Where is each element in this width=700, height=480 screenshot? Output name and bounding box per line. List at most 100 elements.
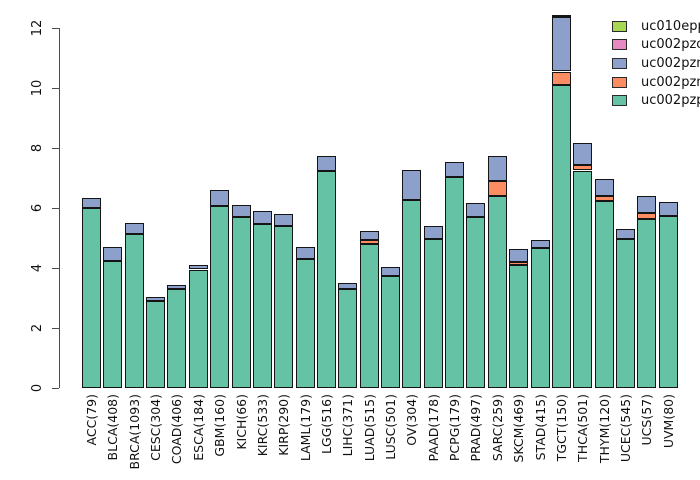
bar-segment-uc002pzm [509, 262, 529, 266]
bar-segment-uc002pzp [402, 200, 422, 388]
bar-segment-uc002pzn [167, 285, 187, 289]
bar-segment-uc002pzp [509, 265, 529, 388]
bar-segment-uc002pzp [167, 289, 187, 388]
x-axis-category-label: LUAD(515) [361, 394, 377, 462]
bar-segment-uc002pzn [146, 296, 166, 301]
x-axis-category-label: TGCT(150) [553, 394, 569, 462]
bar-segment-uc002pzp [445, 176, 465, 388]
x-axis-category-label: SKCM(469) [511, 394, 527, 463]
bar-segment-uc002pzp [637, 218, 657, 388]
x-axis-category-label: KICH(66) [233, 394, 249, 450]
bar-segment-uc002pzn [124, 223, 144, 235]
x-axis-category-label: STAD(415) [532, 394, 548, 461]
bar-segment-uc002pzp [530, 247, 550, 388]
bar-segment-uc002pzn [338, 283, 358, 289]
y-axis-line [59, 28, 60, 388]
legend-label: uc002pzo [641, 37, 700, 53]
y-axis-tick [52, 88, 59, 89]
bar-segment-uc002pzp [551, 85, 571, 388]
bar-segment-uc002pzn [402, 169, 422, 201]
x-axis-category-label: UCEC(545) [618, 394, 633, 463]
legend-item: uc002pzn [612, 54, 700, 73]
bar-segment-uc010epp [551, 14, 571, 17]
y-axis-tick [52, 328, 59, 329]
bar-segment-uc002pzm [594, 195, 614, 202]
bar-segment-uc002pzp [616, 238, 635, 388]
bar-segment-uc002pzp [316, 170, 336, 388]
bar-segment-uc002pzn [445, 161, 465, 177]
x-axis-category-label: CESC(304) [148, 394, 164, 461]
y-axis-tick [52, 28, 59, 29]
x-axis-category-label: OV(304) [404, 394, 420, 446]
y-axis-tick-label: 12 [30, 19, 45, 37]
legend-item: uc002pzp [612, 91, 700, 110]
legend-label: uc010epp [641, 18, 700, 34]
x-axis-category-label: KIRP(290) [276, 394, 292, 456]
bar-segment-uc002pzp [466, 217, 486, 388]
bar-segment-uc002pzp [594, 201, 614, 388]
x-axis-category-label: KIRC(533) [254, 394, 270, 457]
bar-segment-uc002pzp [103, 261, 123, 388]
x-axis-category-label: LAML(179) [297, 394, 313, 462]
bar-segment-uc002pzn [487, 155, 507, 182]
bar-segment-uc002pzp [231, 217, 251, 388]
bar-segment-uc002pzp [573, 170, 593, 388]
bar-segment-uc002pzm [637, 213, 657, 219]
y-axis-tick-label: 8 [30, 143, 45, 153]
bar-segment-uc002pzp [359, 243, 379, 388]
x-axis-category-label: LGG(516) [318, 394, 334, 454]
bar-segment-uc002pzn [252, 211, 272, 224]
bar-segment-uc002pzn [188, 264, 208, 270]
legend-label: uc002pzp [641, 93, 700, 109]
bar-segment-uc002pzp [381, 276, 401, 388]
bar-segment-uc002pzn [573, 142, 593, 165]
x-axis-category-label: BLCA(408) [105, 394, 121, 461]
bar-segment-uc002pzn [594, 178, 614, 196]
bar-segment-uc002pzn [616, 228, 635, 239]
legend-item: uc002pzm [612, 73, 700, 92]
bar-segment-uc002pzp [82, 208, 101, 388]
legend-swatch-uc010epp [612, 20, 627, 32]
bar-segment-uc002pzn [274, 214, 294, 226]
x-axis-category-label: PAAD(178) [425, 394, 441, 462]
x-axis-category-label: THCA(501) [575, 394, 591, 462]
bar-segment-uc002pzn [295, 247, 315, 259]
bar-segment-uc002pzm [573, 164, 593, 171]
bar-segment-uc002pzn [423, 226, 443, 239]
bar-segment-uc002pzn [466, 202, 486, 218]
bar-segment-uc002pzp [124, 234, 144, 388]
x-axis-category-label: PCPG(179) [447, 394, 463, 462]
bar-segment-uc002pzp [210, 205, 230, 388]
legend-swatch-uc002pzm [612, 76, 627, 88]
x-axis-category-label: LUSC(501) [383, 394, 399, 460]
x-axis-category-label: UCS(57) [639, 394, 655, 446]
bar-segment-uc002pzn [509, 248, 529, 263]
legend-label: uc002pzm [641, 74, 700, 90]
x-axis-category-label: UVM(80) [660, 394, 676, 449]
bar-segment-uc002pzp [295, 259, 315, 388]
y-axis-tick [52, 148, 59, 149]
bar-segment-uc002pzn [316, 155, 336, 171]
bar-segment-uc002pzp [146, 301, 166, 388]
legend-label: uc002pzn [641, 55, 700, 71]
bar-segment-uc002pzn [103, 247, 123, 262]
y-axis-tick-label: 4 [30, 263, 45, 273]
x-axis-category-label: SARC(259) [489, 394, 505, 462]
legend-item: uc002pzo [612, 36, 700, 55]
bar-segment-uc002pzp [188, 269, 208, 388]
bar-segment-uc002pzn [210, 189, 230, 206]
y-axis-tick [52, 268, 59, 269]
legend-swatch-uc002pzo [612, 39, 627, 51]
bar-segment-uc002pzm [359, 239, 379, 244]
bar-segment-uc002pzn [359, 230, 379, 240]
x-axis-category-label: LIHC(371) [340, 394, 356, 457]
bar-segment-uc002pzm [487, 181, 507, 197]
y-axis-tick-label: 6 [30, 203, 45, 213]
bar-segment-uc002pzp [338, 289, 358, 388]
x-axis-category-label: ACC(79) [84, 394, 99, 446]
legend-swatch-uc002pzn [612, 57, 627, 69]
bar-segment-uc002pzn [637, 196, 657, 214]
x-axis-category-label: THYM(120) [596, 394, 612, 464]
bar-segment-uc002pzn [530, 240, 550, 248]
